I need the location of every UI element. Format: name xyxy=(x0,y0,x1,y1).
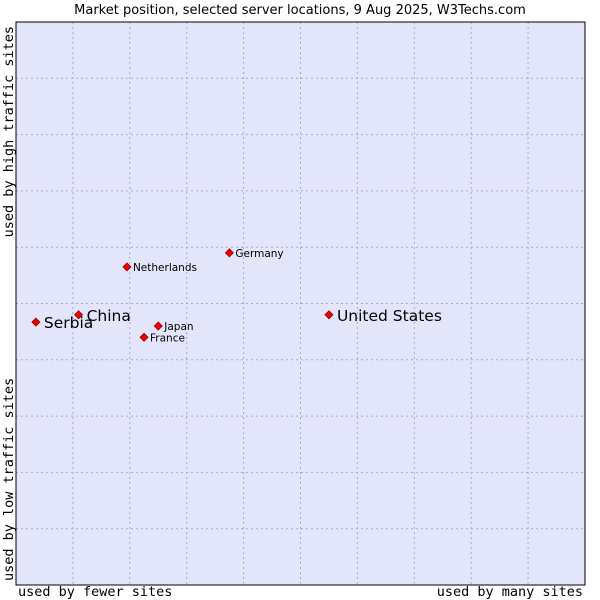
point-label-france: France xyxy=(150,332,185,344)
x-axis-label-left: used by fewer sites xyxy=(18,584,172,600)
y-axis-label-top: used by high traffic sites xyxy=(1,26,17,237)
point-label-japan: Japan xyxy=(163,321,193,333)
point-marker-germany xyxy=(224,248,234,258)
grid-lines xyxy=(16,22,585,585)
point-marker-united-states xyxy=(324,310,334,320)
point-marker-netherlands xyxy=(122,262,132,272)
point-marker-france xyxy=(139,332,149,342)
chart-title: Market position, selected server locatio… xyxy=(74,3,526,18)
point-label-serbia: Serbia xyxy=(44,314,93,332)
point-label-china: China xyxy=(87,307,131,325)
point-label-united-states: United States xyxy=(337,307,442,325)
point-marker-japan xyxy=(153,321,163,331)
y-axis-label-bottom: used by low traffic sites xyxy=(1,378,17,581)
point-marker-china xyxy=(74,310,84,320)
plot-border xyxy=(15,21,586,586)
point-label-netherlands: Netherlands xyxy=(133,262,197,274)
point-label-germany: Germany xyxy=(235,248,283,260)
point-marker-serbia xyxy=(31,317,41,327)
data-points: United States Germany Netherlands ChinaSerb… xyxy=(31,248,442,344)
x-axis-label-right: used by many sites xyxy=(437,584,583,600)
